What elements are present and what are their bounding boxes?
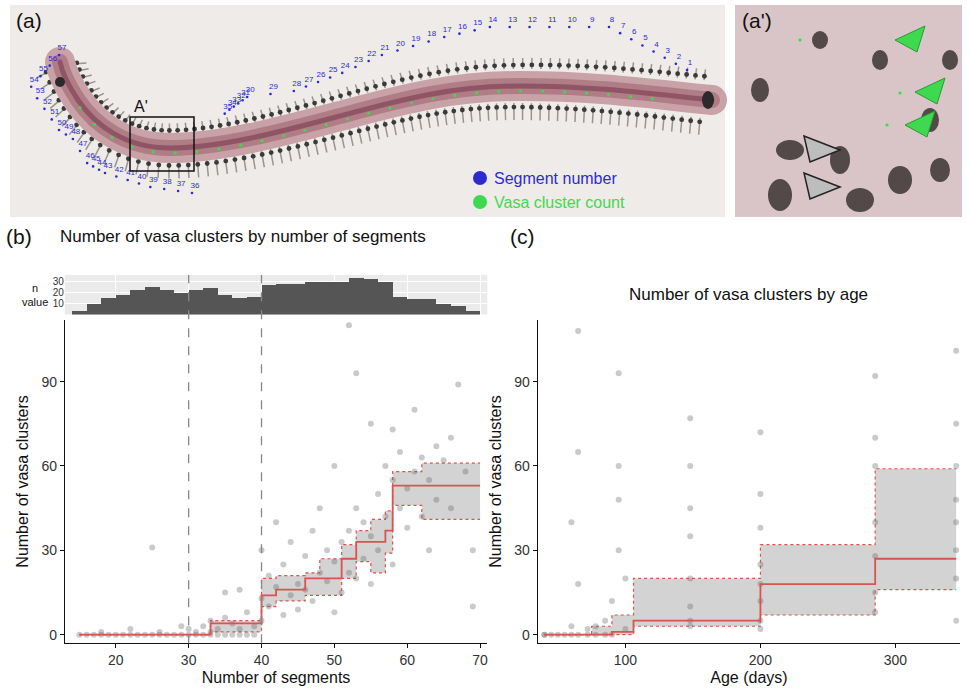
svg-text:42: 42 [115,165,124,174]
svg-text:51: 51 [50,107,59,116]
svg-text:15: 15 [473,18,482,27]
svg-text:33: 33 [232,94,242,104]
svg-text:300: 300 [884,652,908,668]
svg-text:Number of segments: Number of segments [202,669,351,686]
svg-text:24: 24 [341,61,350,70]
svg-text:70: 70 [472,652,488,668]
svg-text:0: 0 [522,627,530,643]
svg-text:30: 30 [245,85,255,94]
svg-text:27: 27 [305,75,314,84]
svg-text:38: 38 [163,177,172,186]
svg-text:50: 50 [58,118,67,127]
svg-text:30: 30 [41,542,57,558]
svg-text:5: 5 [643,33,648,42]
svg-text:34: 34 [227,97,237,107]
svg-text:18: 18 [427,29,436,38]
svg-text:30: 30 [53,276,65,287]
svg-text:10: 10 [53,298,65,309]
svg-text:60: 60 [41,458,57,474]
svg-text:30: 30 [181,652,197,668]
svg-text:Number of vasa clusters by num: Number of vasa clusters by number of seg… [60,227,426,246]
svg-text:44: 44 [97,157,107,167]
svg-text:45: 45 [91,154,101,164]
svg-text:26: 26 [317,70,326,79]
svg-text:3: 3 [665,46,670,55]
svg-text:41: 41 [126,168,135,177]
svg-text:32: 32 [236,91,246,101]
svg-text:4: 4 [654,40,659,49]
svg-text:20: 20 [108,652,124,668]
svg-text:20: 20 [396,39,405,48]
svg-text:46: 46 [86,151,95,160]
svg-text:(a'): (a') [742,9,772,32]
svg-text:36: 36 [191,181,200,190]
svg-text:17: 17 [443,25,452,34]
svg-text:31: 31 [241,88,251,98]
svg-text:40: 40 [254,652,270,668]
svg-text:23: 23 [354,55,363,64]
svg-text:29: 29 [269,82,278,91]
svg-text:6: 6 [632,27,637,36]
svg-text:35: 35 [223,102,232,111]
svg-text:(a): (a) [16,9,42,32]
svg-text:Number of vasa clusters: Number of vasa clusters [487,395,504,568]
svg-text:16: 16 [458,22,467,31]
svg-text:37: 37 [177,179,186,188]
svg-text:Number of vasa clusters by age: Number of vasa clusters by age [629,285,868,304]
svg-text:(c): (c) [510,225,535,248]
svg-text:50: 50 [327,652,343,668]
svg-text:52: 52 [43,97,52,106]
svg-text:60: 60 [514,458,530,474]
svg-text:1: 1 [688,58,693,67]
svg-text:(b): (b) [6,225,32,248]
svg-text:60: 60 [399,652,415,668]
svg-text:55: 55 [39,64,48,73]
svg-text:22: 22 [367,49,376,58]
svg-text:7: 7 [621,21,626,30]
svg-text:53: 53 [36,86,45,95]
svg-text:0: 0 [49,627,57,643]
svg-text:19: 19 [412,34,421,43]
svg-text:Number of vasa clusters: Number of vasa clusters [14,395,31,568]
svg-text:12: 12 [528,15,537,24]
svg-text:39: 39 [149,175,158,184]
svg-text:56: 56 [48,54,57,63]
svg-text:90: 90 [41,373,57,389]
svg-text:200: 200 [749,652,773,668]
svg-text:47: 47 [79,139,88,148]
svg-text:Vasa cluster count: Vasa cluster count [494,194,625,211]
svg-text:13: 13 [508,15,517,24]
svg-text:100: 100 [614,652,638,668]
svg-text:14: 14 [488,15,497,24]
svg-text:nvalue: nvalue [22,282,48,308]
svg-text:43: 43 [103,161,113,170]
svg-text:20: 20 [53,287,65,298]
svg-text:9: 9 [590,15,595,24]
svg-text:21: 21 [380,43,389,52]
svg-text:11: 11 [548,15,557,24]
svg-text:30: 30 [514,542,530,558]
svg-text:Segment number: Segment number [494,170,617,187]
svg-text:2: 2 [677,52,682,61]
svg-text:8: 8 [610,15,615,24]
svg-text:10: 10 [568,15,577,24]
svg-text:48: 48 [71,126,81,136]
svg-text:25: 25 [329,65,338,74]
svg-text:49: 49 [64,122,74,132]
svg-text:40: 40 [138,172,147,181]
svg-text:54: 54 [30,75,39,84]
svg-text:A': A' [134,98,148,115]
svg-text:28: 28 [292,79,301,88]
svg-text:Age (days): Age (days) [710,669,787,686]
svg-text:57: 57 [58,43,67,52]
svg-text:90: 90 [514,373,530,389]
